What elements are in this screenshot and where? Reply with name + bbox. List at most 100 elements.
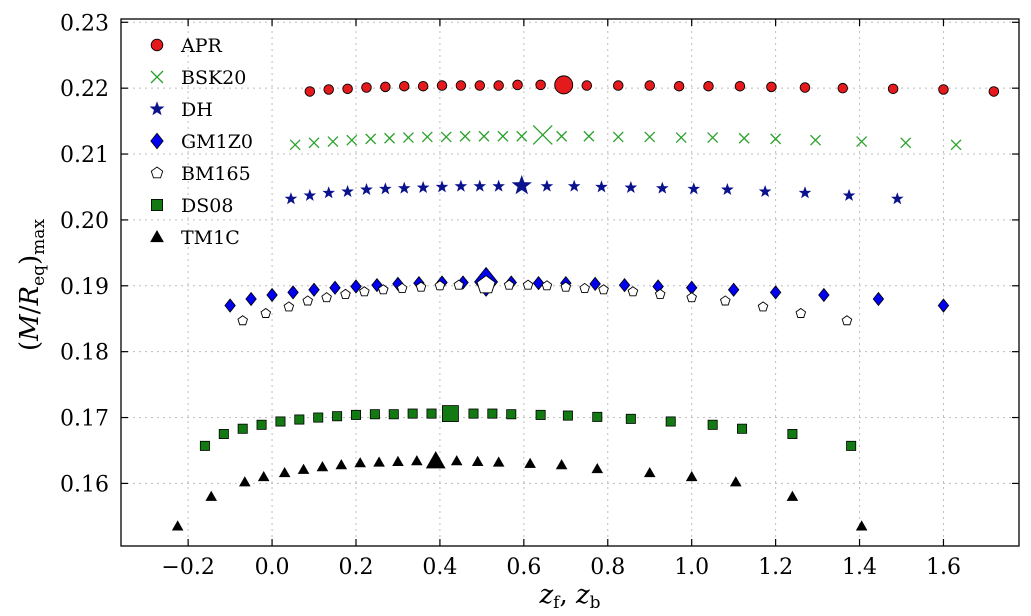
dh-max-point — [511, 175, 532, 195]
dh-point — [397, 181, 411, 194]
x-tick-label: 0.4 — [422, 555, 457, 580]
bsk20-point — [856, 136, 868, 147]
tm1c-point — [205, 490, 218, 501]
legend-label: GM1Z0 — [181, 131, 253, 153]
legend-marker-gm1z0 — [150, 132, 164, 150]
dh-point — [890, 192, 904, 205]
tm1c-point — [297, 463, 310, 474]
tm1c-point — [373, 456, 385, 467]
legend-marker-bsk20 — [150, 70, 164, 84]
tm1c-point — [524, 457, 536, 468]
legend-item-gm1z0: GM1Z0 — [150, 131, 253, 153]
bsk20-point — [346, 134, 358, 146]
legend-item-apr: APR — [150, 35, 223, 57]
apr-point — [512, 79, 523, 91]
bm165-point — [237, 315, 248, 326]
bm165-point — [654, 288, 666, 299]
bm165-point — [686, 292, 697, 303]
dh-point — [322, 186, 336, 199]
tm1c-point — [354, 457, 366, 468]
dh-point — [687, 182, 701, 195]
bsk20-point — [497, 130, 509, 142]
apr-point — [361, 82, 372, 93]
legend-marker-ds08 — [150, 198, 163, 211]
ds08-point — [468, 408, 479, 419]
x-tick-label: 0.8 — [590, 555, 625, 580]
bsk20-point — [478, 130, 490, 142]
legend-label: TM1C — [181, 227, 240, 249]
apr-point — [493, 80, 504, 91]
dh-point — [341, 184, 354, 197]
bsk20-point — [644, 131, 656, 143]
bm165-point — [503, 279, 515, 290]
bm165-point — [359, 286, 370, 297]
apr-point — [474, 80, 486, 91]
bsk20-point — [583, 130, 595, 142]
bsk20-max-point — [532, 124, 553, 145]
dh-point — [379, 182, 392, 195]
ds08-point — [625, 413, 636, 424]
apr-point — [673, 80, 685, 92]
bsk20-point — [675, 132, 687, 144]
ds08-point — [426, 408, 437, 419]
x-tick-label: 0.2 — [338, 555, 373, 580]
dh-point — [656, 181, 669, 194]
grid-lines — [121, 19, 1019, 546]
dh-point — [721, 182, 734, 195]
dh-point — [284, 192, 298, 205]
gm1z0-point — [350, 279, 362, 294]
gm1z0-point — [287, 285, 299, 300]
tm1c-point — [257, 470, 270, 482]
bm165-point — [302, 295, 314, 306]
bsk20-point — [421, 131, 433, 143]
ds08-point — [350, 409, 361, 420]
x-tick-label: 1.2 — [758, 555, 793, 580]
bm165-point — [841, 315, 853, 326]
ds08-point — [294, 414, 305, 425]
series-markers — [171, 75, 1000, 531]
tm1c-point — [492, 456, 505, 467]
bm165-point — [627, 286, 639, 297]
gm1z0-point — [727, 282, 740, 297]
bm165-point — [453, 279, 465, 290]
dh-point — [454, 179, 468, 192]
bsk20-point — [384, 132, 396, 144]
apr-point — [613, 80, 624, 91]
dh-point — [540, 179, 554, 192]
ds08-point — [665, 416, 676, 427]
x-tick-label: −0.2 — [161, 555, 214, 580]
apr-point — [455, 80, 467, 91]
gm1z0-point — [532, 276, 545, 291]
gm1z0-point — [618, 277, 631, 293]
bm165-point — [321, 292, 332, 303]
x-tick-label: 1.6 — [926, 555, 961, 580]
ds08-point — [737, 423, 748, 434]
legend-label: DH — [181, 99, 213, 121]
bsk20-point — [950, 139, 962, 151]
apr-point — [799, 82, 811, 93]
x-tick-label: 1.4 — [842, 555, 877, 580]
gm1z0-point — [266, 287, 278, 303]
tm1c-point — [316, 461, 329, 472]
ds08-point — [218, 429, 229, 440]
legend-label: BSK20 — [181, 67, 246, 89]
dh-point — [416, 181, 430, 194]
ds08-point — [787, 429, 798, 440]
bm165-point — [377, 284, 389, 295]
bsk20-point — [900, 137, 912, 149]
apr-point — [887, 83, 899, 95]
bm165-point — [396, 282, 408, 293]
ds08-point — [369, 409, 380, 420]
ds08-point — [535, 409, 546, 420]
legend: APR BSK20 DH GM1Z0 BM165 DS08 TM1C — [149, 35, 253, 249]
legend-marker-tm1c — [150, 230, 164, 243]
bm165-point — [283, 301, 295, 312]
tm1c-point — [335, 459, 348, 470]
apr-point — [380, 81, 391, 93]
bsk20-point — [707, 132, 719, 144]
series-bsk20 — [289, 124, 962, 151]
apr-point — [417, 80, 429, 92]
ds08-point — [846, 440, 857, 451]
series-tm1c — [171, 451, 868, 531]
dh-point — [758, 184, 772, 197]
